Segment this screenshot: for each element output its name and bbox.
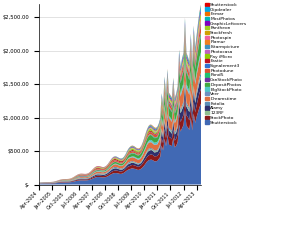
Legend: Shutterstock, Clipdealer, Femar, MostPhotos, GraphicLeftovers, Pantheon, Stockfr: Shutterstock, Clipdealer, Femar, MostPho… — [205, 3, 247, 125]
